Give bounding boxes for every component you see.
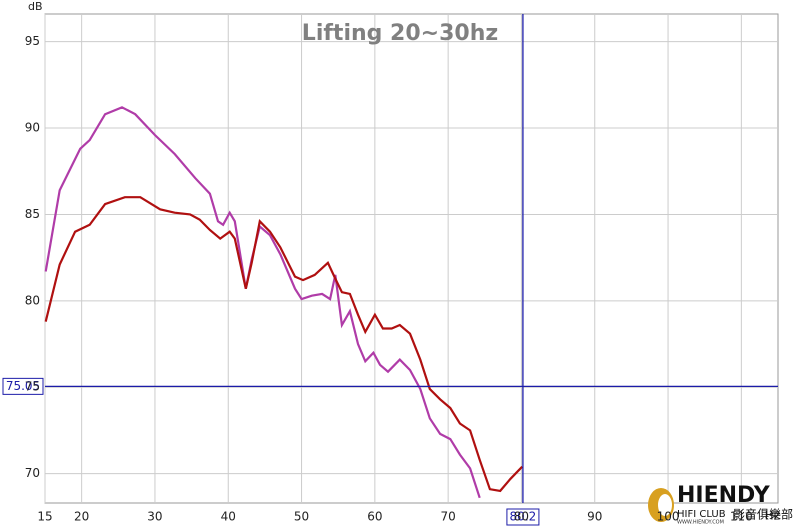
x-tick-label: 15 xyxy=(37,510,52,524)
cursor-y-label: 75.05 xyxy=(6,379,40,393)
logo-icon xyxy=(658,494,672,516)
logo-club: HIFI CLUB xyxy=(677,509,726,520)
x-tick-label: 90 xyxy=(587,510,602,524)
y-tick-label: 90 xyxy=(25,121,40,135)
cursor-box xyxy=(2,377,44,395)
y-tick-label: 75 xyxy=(25,380,40,394)
watermark: HIENDY HIFI CLUB WWW.HIENDY.COM 影音俱樂部 xyxy=(648,483,793,526)
logo-url: WWW.HIENDY.COM xyxy=(677,520,724,526)
x-tick-label: 70 xyxy=(441,510,456,524)
logo-brand: HIENDY xyxy=(677,483,771,508)
cursors: 75.05 80.2 xyxy=(2,14,778,526)
x-tick-label: 30 xyxy=(147,510,162,524)
lines xyxy=(44,106,523,499)
series-line xyxy=(44,196,523,493)
x-tick-label: 100 xyxy=(657,510,680,524)
y-tick-label: 70 xyxy=(25,466,40,480)
grid xyxy=(44,14,778,503)
y-tick-label: 95 xyxy=(25,34,40,48)
x-tick-label: 80 xyxy=(514,510,529,524)
x-tick-label: 40 xyxy=(221,510,236,524)
x-axis-label: Hz xyxy=(765,509,780,523)
cursor-x-label: 80.2 xyxy=(510,510,537,524)
chart-title: Lifting 20~30hz xyxy=(302,21,498,46)
cursor-box xyxy=(506,508,540,526)
x-tick-label: 60 xyxy=(367,510,382,524)
logo-chinese: 影音俱樂部 xyxy=(733,507,793,522)
y-axis-label: dB xyxy=(28,0,43,13)
y-tick-label: 85 xyxy=(25,207,40,221)
plot-frame xyxy=(44,13,779,504)
series-line xyxy=(44,106,481,499)
x-tick-label: 20 xyxy=(74,510,89,524)
x-tick-label: 110 xyxy=(730,510,753,524)
x-tick-label: 50 xyxy=(294,510,309,524)
y-tick-label: 80 xyxy=(25,293,40,307)
